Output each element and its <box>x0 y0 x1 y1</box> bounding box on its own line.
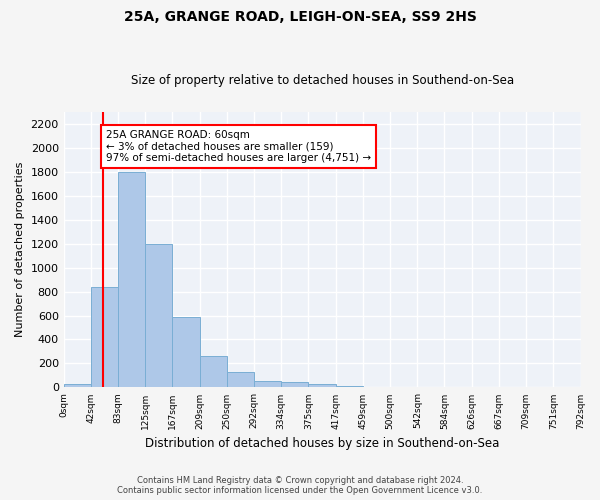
Bar <box>254 382 281 388</box>
Bar <box>118 172 145 388</box>
Y-axis label: Number of detached properties: Number of detached properties <box>15 162 25 338</box>
Bar <box>64 384 91 388</box>
Bar <box>91 287 118 388</box>
X-axis label: Distribution of detached houses by size in Southend-on-Sea: Distribution of detached houses by size … <box>145 437 499 450</box>
Text: 25A GRANGE ROAD: 60sqm
← 3% of detached houses are smaller (159)
97% of semi-det: 25A GRANGE ROAD: 60sqm ← 3% of detached … <box>106 130 371 163</box>
Text: Contains HM Land Registry data © Crown copyright and database right 2024.
Contai: Contains HM Land Registry data © Crown c… <box>118 476 482 495</box>
Bar <box>227 372 254 388</box>
Bar <box>145 244 172 388</box>
Bar <box>172 316 200 388</box>
Bar <box>200 356 227 388</box>
Bar <box>281 382 308 388</box>
Title: Size of property relative to detached houses in Southend-on-Sea: Size of property relative to detached ho… <box>131 74 514 87</box>
Text: 25A, GRANGE ROAD, LEIGH-ON-SEA, SS9 2HS: 25A, GRANGE ROAD, LEIGH-ON-SEA, SS9 2HS <box>124 10 476 24</box>
Bar <box>308 384 335 388</box>
Bar <box>335 386 363 388</box>
